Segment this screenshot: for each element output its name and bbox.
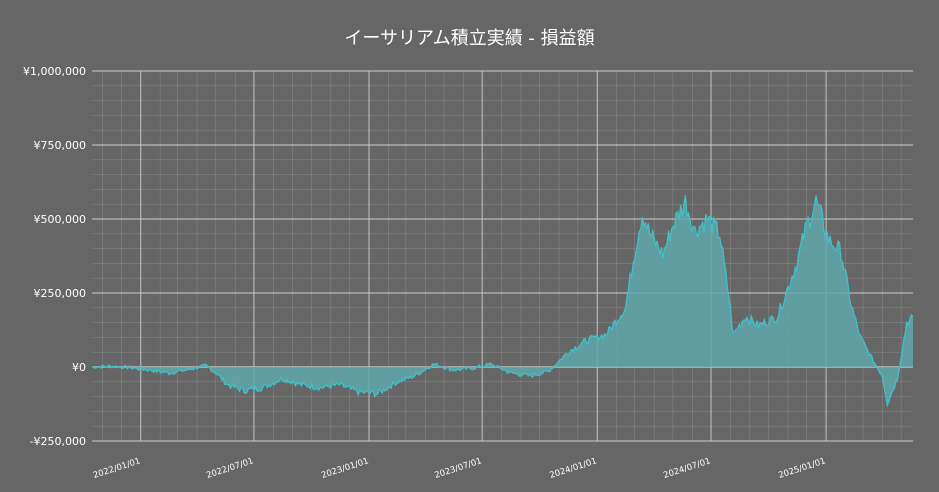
x-tick-label: 2024/01/01	[548, 456, 598, 481]
x-tick-label: 2023/07/01	[433, 456, 483, 481]
x-tick-label: 2023/01/01	[320, 456, 370, 481]
y-tick-label: -¥250,000	[30, 435, 86, 448]
x-tick-label: 2025/01/01	[777, 456, 827, 481]
y-tick-label: ¥750,000	[34, 139, 87, 152]
x-tick-label: 2024/07/01	[662, 456, 712, 481]
x-axis-ticks: 2022/01/01 2022/07/01 2023/01/01 2023/07/01…	[92, 456, 827, 481]
x-tick-label: 2022/07/01	[205, 456, 255, 481]
profit-area-fill	[92, 195, 913, 406]
chart-title: イーサリアム積立実績 - 損益額	[344, 28, 594, 49]
y-tick-label: ¥250,000	[34, 287, 87, 300]
minor-gridlines	[92, 71, 913, 441]
major-gridlines	[92, 70, 913, 442]
y-tick-label: ¥1,000,000	[23, 65, 86, 78]
x-tick-label: 2022/01/01	[92, 456, 142, 481]
y-tick-label: ¥500,000	[34, 213, 87, 226]
y-tick-label: ¥0	[72, 361, 86, 374]
profit-line	[91, 195, 914, 408]
y-axis-ticks: ¥1,000,000 ¥750,000 ¥500,000 ¥250,000 ¥0 -¥25…	[23, 65, 86, 448]
